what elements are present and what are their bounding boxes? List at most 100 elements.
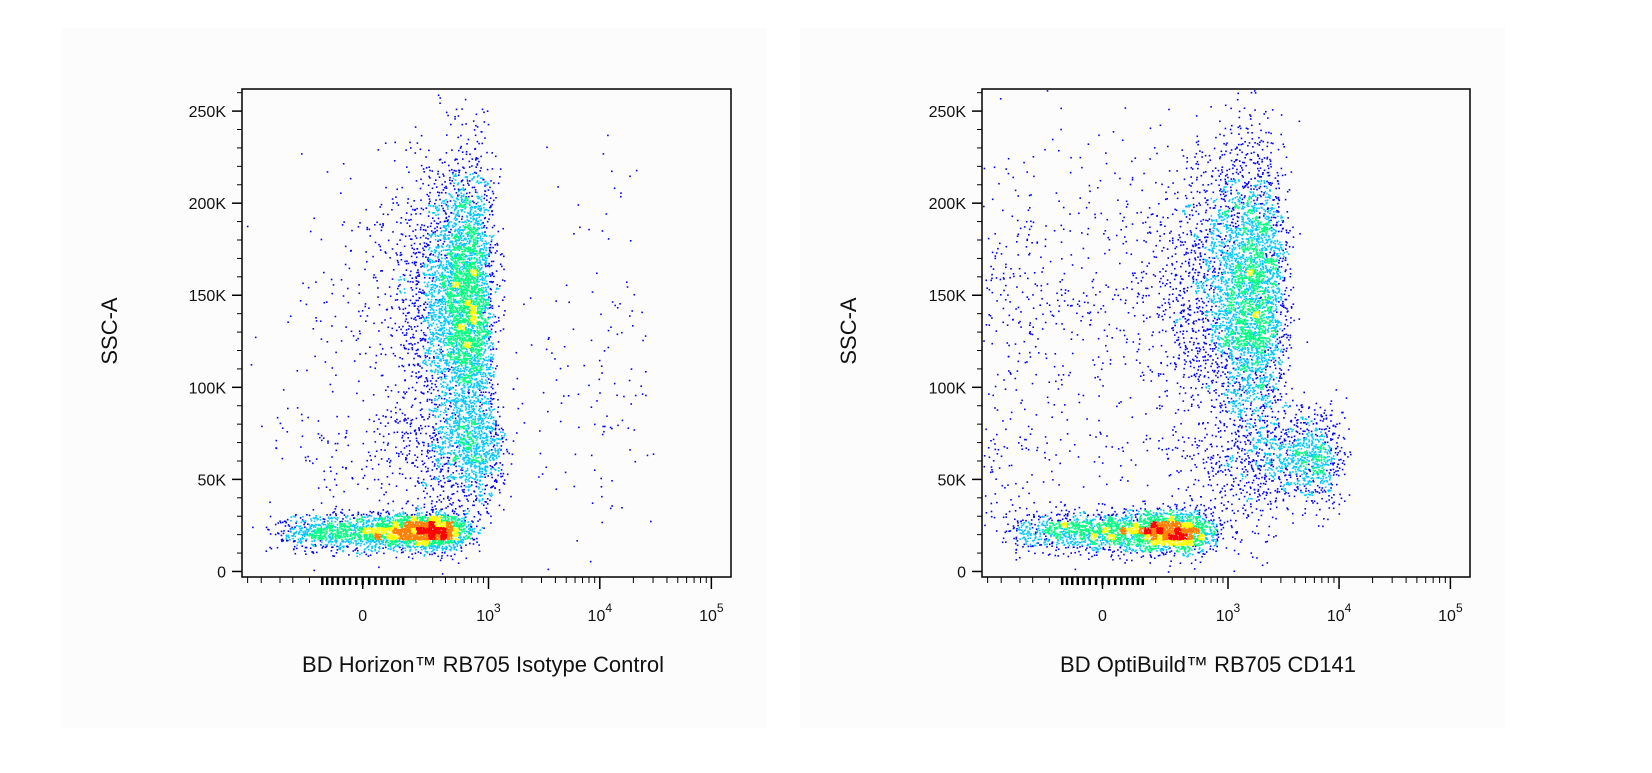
event-dot bbox=[362, 442, 365, 445]
event-dot bbox=[470, 221, 473, 223]
event-dot bbox=[375, 450, 378, 452]
event-dot bbox=[426, 552, 429, 554]
event-dot bbox=[491, 274, 493, 276]
event-dot bbox=[434, 545, 437, 548]
event-dot bbox=[473, 490, 475, 492]
event-dot bbox=[403, 369, 406, 372]
event-dot bbox=[461, 218, 463, 220]
event-dot bbox=[454, 398, 456, 400]
event-dot bbox=[464, 176, 467, 178]
event-dot bbox=[303, 534, 306, 536]
event-dot bbox=[468, 324, 471, 326]
event-dot bbox=[473, 400, 475, 402]
event-dot bbox=[413, 261, 416, 263]
event-dot bbox=[453, 301, 455, 303]
event-dot bbox=[496, 365, 498, 367]
event-dot bbox=[331, 541, 334, 543]
event-dot bbox=[316, 524, 318, 526]
event-dot bbox=[493, 444, 496, 446]
event-dot bbox=[451, 414, 454, 417]
event-dot bbox=[320, 502, 323, 504]
event-dot bbox=[313, 539, 316, 541]
event-dot bbox=[475, 450, 478, 452]
event-dot bbox=[446, 134, 448, 136]
event-dot bbox=[434, 370, 437, 372]
event-dot bbox=[329, 540, 332, 543]
event-dot bbox=[425, 334, 427, 337]
event-dot bbox=[497, 448, 500, 451]
event-dot bbox=[441, 328, 443, 330]
event-dot bbox=[482, 277, 484, 279]
event-dot bbox=[451, 386, 453, 389]
event-dot bbox=[387, 395, 390, 398]
event-dot bbox=[490, 515, 492, 518]
event-dot bbox=[300, 529, 303, 532]
event-dot bbox=[357, 226, 360, 228]
event-dot bbox=[498, 442, 500, 445]
event-dot bbox=[448, 330, 451, 333]
event-dot bbox=[303, 520, 305, 523]
event-dot bbox=[442, 359, 445, 362]
event-dot bbox=[427, 321, 429, 324]
event-dot bbox=[335, 526, 337, 529]
event-dot bbox=[367, 548, 370, 551]
event-dot bbox=[601, 521, 603, 524]
event-dot bbox=[402, 511, 404, 513]
event-dot bbox=[489, 275, 492, 277]
event-dot bbox=[443, 289, 445, 292]
event-dot bbox=[560, 402, 563, 404]
event-dot bbox=[458, 190, 460, 193]
event-dot bbox=[432, 447, 434, 449]
event-dot bbox=[441, 324, 443, 327]
event-dot bbox=[482, 178, 484, 181]
event-dot bbox=[470, 529, 472, 531]
event-dot bbox=[503, 483, 506, 485]
event-dot bbox=[437, 371, 439, 373]
event-dot bbox=[572, 328, 575, 331]
event-dot bbox=[446, 234, 449, 237]
event-dot bbox=[481, 231, 483, 234]
event-dot bbox=[277, 522, 279, 524]
event-dot bbox=[433, 447, 436, 449]
event-dot bbox=[502, 441, 504, 443]
event-dot bbox=[490, 357, 492, 360]
event-dot bbox=[442, 453, 444, 456]
event-dot bbox=[440, 313, 443, 315]
event-dot bbox=[436, 229, 438, 232]
event-dot bbox=[405, 314, 407, 317]
event-dot bbox=[442, 264, 445, 266]
event-dot bbox=[471, 186, 474, 189]
event-dot bbox=[460, 373, 463, 375]
event-dot bbox=[439, 312, 442, 315]
event-dot bbox=[490, 437, 492, 440]
event-dot bbox=[481, 282, 484, 284]
event-dot bbox=[485, 288, 487, 291]
event-dot bbox=[433, 291, 436, 293]
event-dot bbox=[491, 476, 493, 479]
event-dot bbox=[473, 331, 475, 333]
event-dot bbox=[452, 412, 455, 414]
event-dot bbox=[469, 386, 471, 388]
event-dot bbox=[418, 443, 420, 445]
event-dot bbox=[451, 493, 453, 496]
event-dot bbox=[441, 301, 443, 304]
event-dot bbox=[485, 336, 487, 338]
event-dot bbox=[473, 364, 475, 366]
event-dot bbox=[470, 484, 473, 486]
event-dot bbox=[466, 180, 469, 182]
event-dot bbox=[466, 323, 469, 326]
event-dot bbox=[326, 341, 329, 343]
event-dot bbox=[472, 327, 474, 329]
event-dot bbox=[380, 270, 382, 272]
event-dot bbox=[337, 528, 340, 531]
event-dot bbox=[438, 305, 440, 307]
event-dot bbox=[434, 371, 436, 374]
event-dot bbox=[494, 439, 496, 441]
event-dot bbox=[491, 358, 493, 360]
event-dot bbox=[326, 514, 328, 516]
event-dot bbox=[456, 483, 459, 486]
event-dot bbox=[485, 265, 487, 268]
event-dot bbox=[478, 425, 481, 427]
event-dot bbox=[425, 207, 428, 209]
event-dot bbox=[465, 403, 467, 406]
